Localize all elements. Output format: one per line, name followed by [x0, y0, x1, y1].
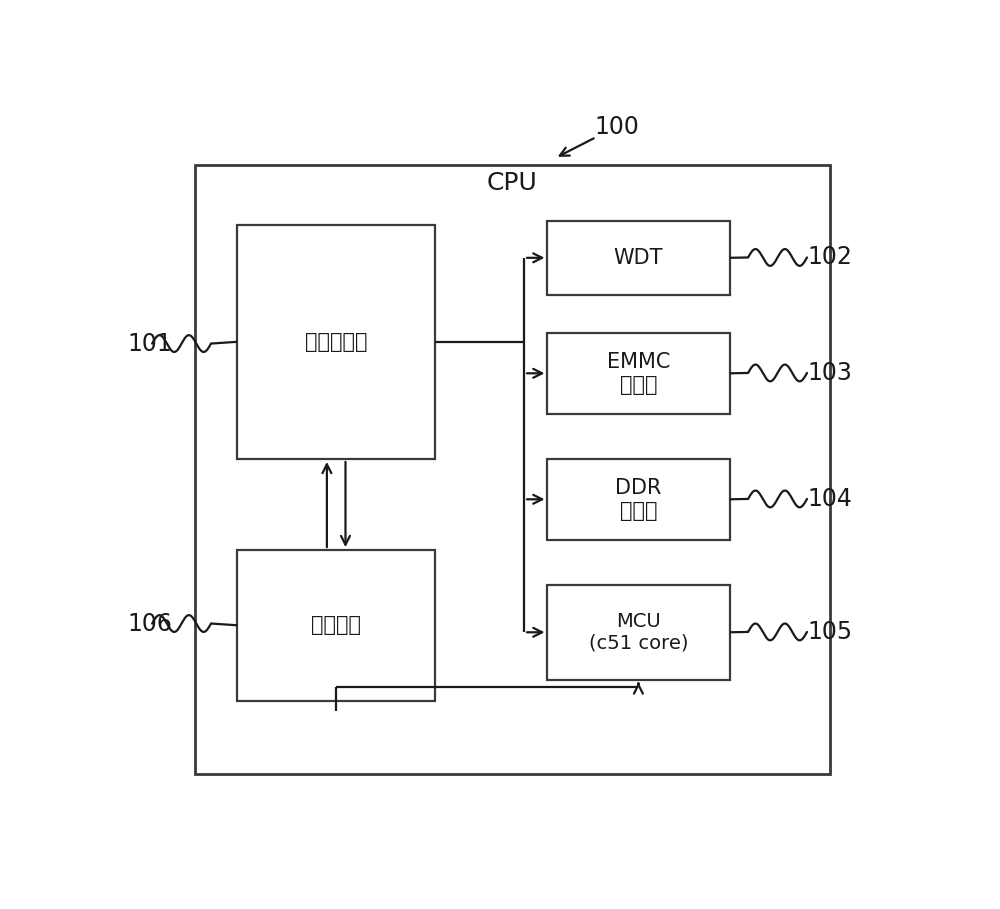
Text: WDT: WDT	[614, 248, 663, 268]
Text: 102: 102	[808, 245, 853, 269]
Bar	[547, 585, 730, 680]
Bar	[547, 333, 730, 414]
Text: 103: 103	[808, 361, 853, 385]
Text: 101: 101	[127, 332, 172, 355]
Text: 104: 104	[808, 487, 853, 511]
Text: EMMC
控制器: EMMC 控制器	[607, 352, 670, 395]
Text: CPU: CPU	[487, 171, 538, 195]
Bar	[547, 459, 730, 540]
Text: 105: 105	[808, 620, 853, 644]
Text: 应用处理器: 应用处理器	[305, 332, 367, 352]
Text: 共享内存: 共享内存	[311, 615, 361, 635]
Text: 100: 100	[595, 115, 640, 139]
Bar	[237, 550, 435, 701]
Text: MCU
(c51 core): MCU (c51 core)	[589, 612, 688, 653]
Text: DDR
控制器: DDR 控制器	[615, 478, 662, 521]
Bar	[237, 225, 435, 459]
Bar	[547, 221, 730, 295]
Bar	[195, 165, 830, 774]
Text: 106: 106	[127, 612, 172, 635]
